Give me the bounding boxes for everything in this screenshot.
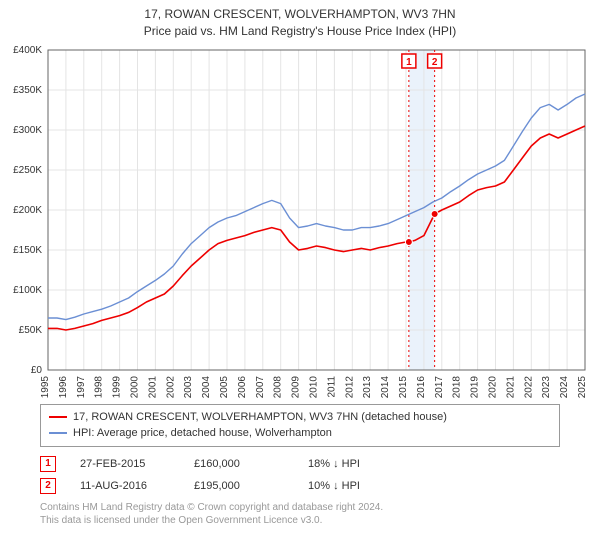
svg-text:2015: 2015: [398, 375, 409, 398]
chart-title: 17, ROWAN CRESCENT, WOLVERHAMPTON, WV3 7…: [0, 0, 600, 23]
sale-delta: 10% ↓ HPI: [308, 480, 398, 492]
svg-text:2025: 2025: [577, 375, 588, 398]
svg-text:2019: 2019: [470, 375, 481, 398]
legend-label: HPI: Average price, detached house, Wolv…: [73, 425, 332, 442]
svg-text:£100K: £100K: [13, 285, 42, 296]
svg-text:2010: 2010: [309, 375, 320, 398]
footer-line: This data is licensed under the Open Gov…: [40, 514, 560, 527]
legend-swatch: [49, 416, 67, 418]
sale-delta: 18% ↓ HPI: [308, 458, 398, 470]
svg-text:2016: 2016: [416, 375, 427, 398]
price-chart: £0 £50K £100K £150K £200K £250K £300K £350K £400…: [0, 40, 600, 400]
svg-text:2002: 2002: [165, 375, 176, 398]
chart-subtitle: Price paid vs. HM Land Registry's House …: [0, 23, 600, 40]
svg-text:2022: 2022: [523, 375, 534, 398]
legend-swatch: [49, 432, 67, 434]
svg-text:2014: 2014: [380, 375, 391, 398]
svg-text:£300K: £300K: [13, 125, 42, 136]
footer-line: Contains HM Land Registry data © Crown c…: [40, 501, 560, 514]
svg-text:£150K: £150K: [13, 245, 42, 256]
svg-text:2: 2: [432, 57, 438, 68]
svg-text:£200K: £200K: [13, 205, 42, 216]
svg-text:2008: 2008: [273, 375, 284, 398]
svg-text:1998: 1998: [94, 375, 105, 398]
footer-attribution: Contains HM Land Registry data © Crown c…: [40, 501, 560, 527]
svg-text:2003: 2003: [183, 375, 194, 398]
svg-text:2013: 2013: [362, 375, 373, 398]
svg-text:2006: 2006: [237, 375, 248, 398]
legend-item: 17, ROWAN CRESCENT, WOLVERHAMPTON, WV3 7…: [49, 409, 551, 426]
sale-price: £160,000: [194, 458, 284, 470]
svg-text:2000: 2000: [130, 375, 141, 398]
svg-text:2017: 2017: [434, 375, 445, 398]
table-row: 2 11-AUG-2016 £195,000 10% ↓ HPI: [40, 475, 560, 497]
sale-marker-icon: 2: [40, 478, 56, 494]
legend: 17, ROWAN CRESCENT, WOLVERHAMPTON, WV3 7…: [40, 404, 560, 447]
svg-text:2007: 2007: [255, 375, 266, 398]
svg-text:2005: 2005: [219, 375, 230, 398]
sale-date: 11-AUG-2016: [80, 480, 170, 492]
svg-text:2012: 2012: [344, 375, 355, 398]
svg-text:2021: 2021: [505, 375, 516, 398]
svg-text:2020: 2020: [488, 375, 499, 398]
sales-table: 1 27-FEB-2015 £160,000 18% ↓ HPI 2 11-AU…: [40, 453, 560, 497]
table-row: 1 27-FEB-2015 £160,000 18% ↓ HPI: [40, 453, 560, 475]
svg-text:2009: 2009: [291, 375, 302, 398]
svg-text:2023: 2023: [541, 375, 552, 398]
svg-text:1995: 1995: [40, 375, 51, 398]
sale-price: £195,000: [194, 480, 284, 492]
svg-text:£50K: £50K: [19, 325, 43, 336]
svg-text:2024: 2024: [559, 375, 570, 398]
sale-marker-icon: 1: [40, 456, 56, 472]
svg-text:1999: 1999: [112, 375, 123, 398]
svg-text:2001: 2001: [147, 375, 158, 398]
svg-text:1997: 1997: [76, 375, 87, 398]
legend-label: 17, ROWAN CRESCENT, WOLVERHAMPTON, WV3 7…: [73, 409, 447, 426]
legend-item: HPI: Average price, detached house, Wolv…: [49, 425, 551, 442]
svg-text:£250K: £250K: [13, 165, 42, 176]
svg-text:2011: 2011: [326, 375, 337, 397]
sale-date: 27-FEB-2015: [80, 458, 170, 470]
svg-text:1: 1: [406, 57, 412, 68]
svg-text:1996: 1996: [58, 375, 69, 398]
svg-text:£350K: £350K: [13, 85, 42, 96]
svg-text:2018: 2018: [452, 375, 463, 398]
svg-text:£400K: £400K: [13, 45, 42, 56]
svg-text:2004: 2004: [201, 375, 212, 398]
svg-text:£0: £0: [31, 365, 43, 376]
